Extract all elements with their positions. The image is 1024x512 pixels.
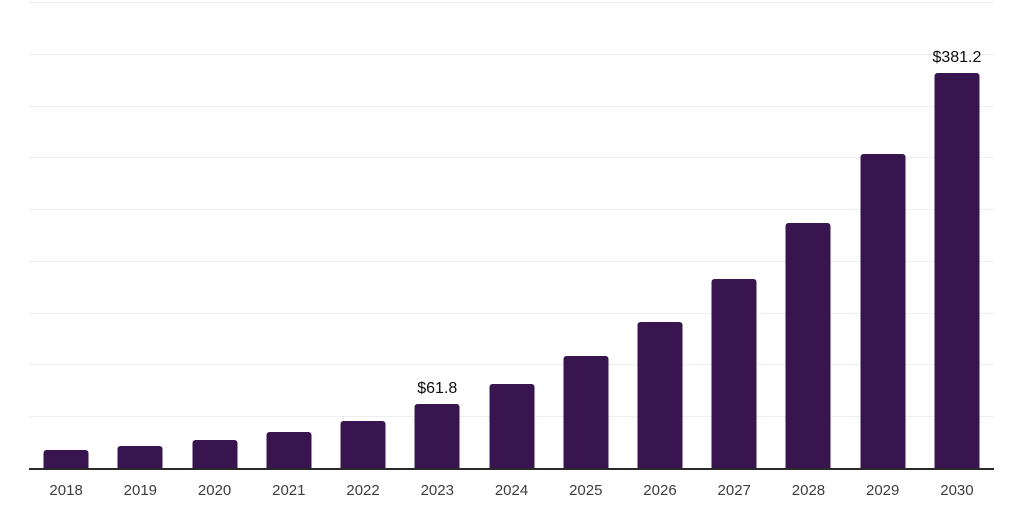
bar-slot-2025 [549, 2, 623, 468]
gridline [29, 105, 994, 107]
x-tick-label-2019: 2019 [123, 482, 158, 499]
bar-2026 [637, 322, 683, 468]
bar-slot-2021 [252, 2, 326, 468]
x-tick-label-2018: 2018 [49, 482, 83, 499]
bar-value-label-2023: $61.8 [417, 380, 458, 398]
bar-slot-2026 [623, 2, 697, 468]
bar-slot-2023: $61.8 [400, 2, 474, 468]
bar-2021 [266, 431, 312, 468]
gridline [29, 209, 994, 211]
bar-2023 [414, 404, 460, 468]
bar-slot-2022 [326, 2, 400, 468]
gridline [29, 2, 994, 3]
bar-2018 [43, 449, 89, 468]
bar-slot-2020 [177, 2, 251, 468]
x-tick-label-2025: 2025 [569, 482, 603, 499]
x-tick-label-2026: 2026 [643, 482, 677, 499]
x-axis-line [29, 468, 994, 470]
bar-slot-2029 [846, 2, 920, 468]
bar-2019 [117, 445, 163, 468]
x-tick-label-2027: 2027 [717, 482, 751, 499]
bar-value-label-2030: $381.2 [932, 49, 982, 67]
x-tick-label-2029: 2029 [866, 482, 900, 499]
x-tick-label-2020: 2020 [197, 482, 232, 499]
gridline [29, 53, 994, 55]
x-tick-label-2022: 2022 [346, 482, 380, 499]
bar-slot-2024 [474, 2, 548, 468]
gridline [29, 364, 994, 366]
x-tick-label-2021: 2021 [272, 482, 306, 499]
bar-2028 [785, 222, 831, 468]
bar-slot-2018 [29, 2, 103, 468]
x-tick-label-2028: 2028 [791, 482, 826, 499]
x-axis-labels: 2018 2019 2020 2021 2022 2023 2024 2025 2026 2027… [29, 483, 994, 498]
bar-slot-2030: $381.2 [920, 2, 994, 468]
x-tick-label-2024: 2024 [494, 482, 529, 499]
bar-2024 [489, 383, 535, 468]
bar-2022 [340, 420, 386, 468]
bar-2029 [860, 153, 906, 468]
plot-area: $61.8 $381.2 [29, 2, 994, 470]
bar-slot-2027 [697, 2, 771, 468]
gridline [29, 260, 994, 262]
x-tick-label-2023: 2023 [420, 482, 454, 499]
bars: $61.8 $381.2 [29, 2, 994, 468]
bar-2027 [711, 278, 757, 468]
gridline [29, 157, 994, 159]
bar-2030 [934, 73, 980, 468]
bar-2025 [563, 356, 609, 468]
x-tick-label-2030: 2030 [940, 482, 974, 499]
bar-slot-2019 [103, 2, 177, 468]
gridline [29, 312, 994, 314]
bar-2020 [192, 440, 238, 468]
bar-slot-2028 [771, 2, 845, 468]
